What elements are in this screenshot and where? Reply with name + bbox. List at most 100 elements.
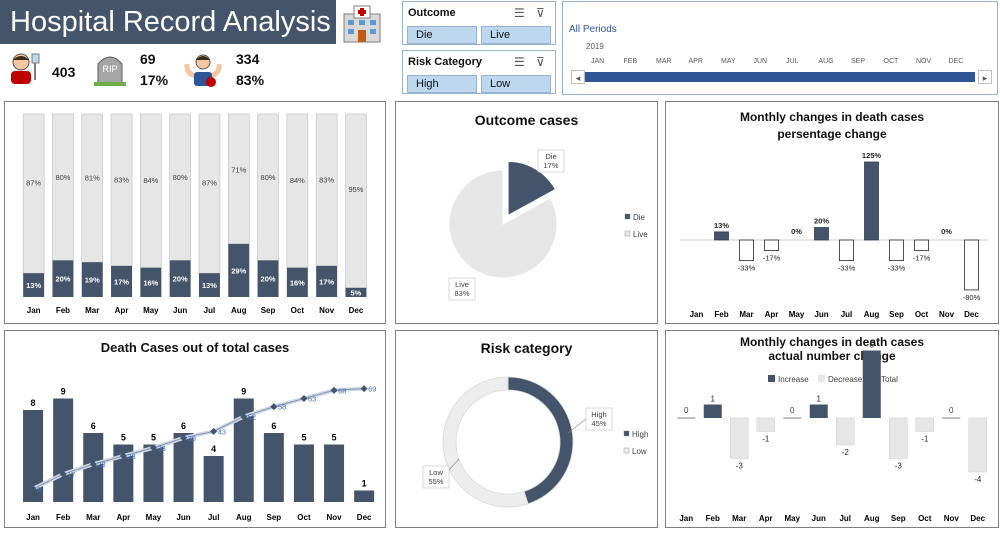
risk-chart-title: Risk category [480,340,573,356]
label-name: Live [455,280,469,289]
donut-slice-high [507,376,574,505]
month-tick-label: Nov [944,514,960,523]
slicer-option-low[interactable]: Low [481,75,551,93]
month-tick-label: Mar [739,310,753,319]
month-tick-label: Mar [85,306,99,315]
kpi-death-pct: 17% [140,72,169,88]
timeline-month[interactable]: DEC [948,58,964,65]
label-value: 83% [454,289,469,298]
label-value: 17% [543,161,558,170]
decrease-bar [889,417,908,459]
death-cases-panel: Death Cases out of total cases 8 Jan 9 Feb 6… [4,330,386,528]
month-tick-label: May [784,514,800,523]
month-tick-label: Dec [349,306,364,315]
patient-icon [11,53,40,84]
death-value-label: 9 [61,387,66,397]
timeline-month[interactable]: SEP [851,58,866,65]
live-bar [52,113,74,261]
month-tick-label: Apr [115,306,129,315]
live-bar [198,113,221,274]
clear-filter-icon[interactable]: ⊽ [536,55,545,69]
pct-data-label: -17% [763,254,781,263]
live-bar [140,113,162,269]
death-bar [143,444,164,502]
decrease-bar [915,417,934,432]
timeline-month[interactable]: OCT [883,58,899,65]
timeline-month[interactable]: JUL [786,58,799,65]
slicer-option-high[interactable]: High [407,75,477,93]
cumulative-marker [210,427,218,435]
death-cases-title: Death Cases out of total cases [100,340,290,355]
legend-label: Low [632,447,647,456]
die-pct-label: 13% [26,281,41,290]
live-pct-label: 83% [319,175,334,184]
month-tick-label: Aug [231,306,247,315]
month-tick-label: Jun [176,513,190,522]
multi-select-icon[interactable]: ☰ [514,55,525,69]
cumulative-marker [119,452,127,460]
month-tick-label: Jan [690,310,704,319]
decrease-bar [839,239,854,261]
kpi-survived-pct: 83% [236,72,265,88]
death-value-label: 6 [181,421,186,431]
timeline-month[interactable]: JAN [591,58,605,65]
die-pct-label: 20% [173,275,188,284]
waterfall-value-label: -2 [842,448,850,457]
die-bar [23,273,45,297]
month-tick-label: Mar [86,513,100,522]
cumulative-value-label: 68 [338,386,346,395]
month-tick-label: Oct [297,513,311,522]
decrease-bar [964,239,979,291]
death-value-label: 8 [31,398,36,408]
month-tick-label: Aug [864,514,880,523]
cumulative-marker [270,403,278,411]
tombstone-icon: RIP [94,56,126,86]
waterfall-value-label: -4 [974,475,982,484]
multi-select-icon[interactable]: ☰ [514,6,525,20]
timeline-month[interactable]: AUG [818,58,834,65]
month-tick-label: Oct [918,514,932,523]
legend-label: Die [633,213,646,222]
cumulative-value-label: 69 [368,385,376,394]
waterfall-value-label: -1 [921,435,929,444]
pct-data-label: 20% [814,217,829,226]
waterfall-value-label: 0 [949,406,954,415]
timeline-left-arrow[interactable]: ◂ [571,70,585,84]
label-name: Low [429,468,443,477]
cumulative-marker [149,444,157,452]
risk-chart-panel: Risk category High 45% Low 55% High Low [395,330,658,528]
pie-slice-live [448,169,558,279]
pct-change-panel: Monthly changes in death cases persentag… [665,101,999,324]
die-bar [52,260,74,297]
die-pct-label: 17% [319,277,334,286]
cumulative-marker [240,413,248,421]
die-bar [111,265,133,297]
die-bar [286,267,308,297]
timeline-month[interactable]: JUN [753,58,768,65]
timeline-month[interactable]: MAY [721,58,736,65]
timeline-month[interactable]: APR [688,58,703,65]
clear-filter-icon[interactable]: ⊽ [536,6,545,20]
decrease-bar [968,417,987,473]
live-pct-label: 81% [85,174,100,183]
timeline-month[interactable]: MAR [656,58,672,65]
legend-swatch [623,447,630,454]
timeline-month[interactable]: NOV [916,58,932,65]
timeline-slicer: All Periods 2019 JAN FEB MAR APR MAY JUN JUL AU… [562,1,998,95]
label-name: High [591,410,606,419]
legend-swatch [623,430,630,437]
slicer-option-die[interactable]: Die [407,26,477,44]
timeline-bar[interactable] [585,72,975,82]
decrease-bar [756,417,775,432]
timeline-month[interactable]: FEB [623,58,638,65]
die-bar [228,243,250,297]
slicer-option-live[interactable]: Live [481,26,551,44]
live-bar [22,113,45,274]
live-pct-label: 84% [290,176,305,185]
month-tick-label: Nov [319,306,335,315]
timeline-right-arrow[interactable]: ▸ [978,70,992,84]
timeline-year: 2019 [586,42,604,51]
kpi-total-cases: 403 [52,64,76,80]
